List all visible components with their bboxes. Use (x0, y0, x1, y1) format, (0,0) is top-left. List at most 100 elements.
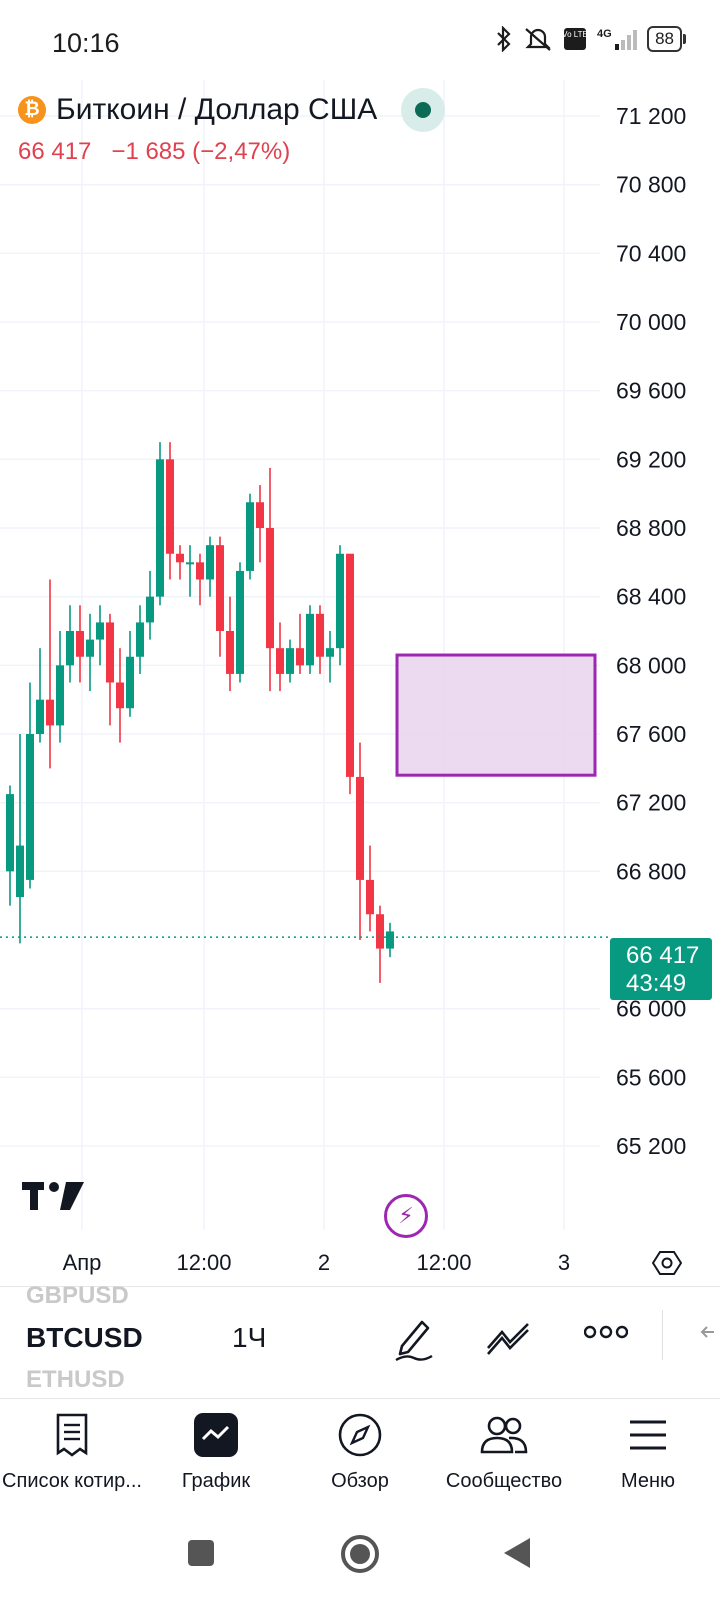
candle-body (186, 562, 194, 565)
interval-button[interactable]: 1Ч (232, 1322, 267, 1353)
flash-icon[interactable]: ⚡ (384, 1194, 428, 1238)
candle-body (336, 553, 344, 649)
tab-menu[interactable]: Меню (576, 1410, 720, 1493)
chart-settings-icon[interactable] (652, 1248, 682, 1278)
price-label: 68 800 (616, 515, 686, 541)
price-label: 68 000 (616, 652, 686, 678)
watchlist-icon (56, 1413, 88, 1457)
toolbar-divider (662, 1310, 663, 1360)
back-icon[interactable] (502, 1536, 532, 1570)
tab-overview[interactable]: Обзор (288, 1410, 432, 1493)
candle-body (66, 631, 74, 666)
tab-label: Обзор (331, 1470, 389, 1492)
prev-symbol[interactable]: GBPUSD (26, 1286, 129, 1309)
more-options-icon[interactable] (584, 1322, 628, 1342)
price-label: 70 000 (616, 309, 686, 335)
tab-label: Сообщество (445, 1470, 563, 1492)
candle-body (196, 562, 204, 580)
candle-body (256, 502, 264, 528)
bluetooth-icon (497, 26, 511, 52)
candle-body (226, 631, 234, 674)
candle-body (286, 648, 294, 674)
signal-icon: 4G (597, 28, 638, 50)
candle-body (366, 879, 374, 915)
candle-body (96, 622, 104, 640)
tab-label: Список котир... (2, 1470, 142, 1492)
tab-watchlist[interactable]: Список котир... (0, 1410, 144, 1493)
candle-countdown: 43:49 (626, 970, 687, 997)
price-label: 66 800 (616, 858, 686, 884)
recents-icon[interactable] (186, 1538, 216, 1568)
tradingview-logo-icon[interactable] (22, 1180, 86, 1212)
bottom-tab-bar: Список котир... График Обзор Сообщество … (0, 1398, 720, 1510)
change-pct: (−2,47%) (192, 138, 291, 165)
battery-indicator: 88 (647, 26, 686, 52)
candle-body (146, 596, 154, 623)
time-label: 3 (557, 1250, 571, 1275)
indicators-icon[interactable] (484, 1314, 532, 1362)
mute-bell-icon (525, 28, 551, 51)
status-icons: Vo LTE 4G 88 (495, 26, 686, 52)
menu-icon (630, 1420, 666, 1450)
candle-body (76, 631, 84, 657)
symbol-button[interactable]: BTCUSD (26, 1322, 143, 1353)
price-change: 66 417 −1 685 (−2,47%) (18, 138, 290, 166)
candle-body (16, 845, 24, 898)
chart-icon (194, 1413, 238, 1457)
last-price: 66 417 (18, 138, 92, 165)
price-label: 67 600 (616, 721, 686, 747)
status-time: 10:16 (52, 28, 120, 58)
price-label: 69 600 (616, 378, 686, 404)
candle-body (246, 502, 254, 571)
candle-body (26, 734, 34, 880)
price-label: 67 200 (616, 790, 686, 816)
price-label: 66 000 (616, 996, 686, 1022)
tab-community[interactable]: Сообщество (432, 1410, 576, 1493)
candle-body (166, 459, 174, 554)
symbol-title: Биткоин / Доллар США (56, 93, 378, 126)
home-icon[interactable] (340, 1534, 380, 1574)
candle-body (156, 459, 164, 597)
candle-body (306, 613, 314, 666)
system-nav-bar (0, 1510, 720, 1600)
price-label: 65 600 (616, 1064, 686, 1090)
candle-body (126, 656, 134, 709)
candlestick-chart[interactable]: 71 200 70 800 70 400 70 000 69 600 69 200 68 8… (0, 80, 720, 1230)
candle-body (46, 699, 54, 726)
candle-body (386, 931, 394, 949)
symbol-header[interactable]: ₿ Биткоин / Доллар США (18, 88, 446, 132)
candle-body (266, 528, 274, 649)
price-label: 68 400 (616, 584, 686, 610)
candle-body (206, 545, 214, 580)
price-label: 70 800 (616, 172, 686, 198)
status-bar: 10:16 Vo LTE 4G 88 (0, 0, 720, 80)
time-label: 12:00 (176, 1250, 232, 1275)
candle-body (106, 622, 114, 683)
price-label: 65 200 (616, 1133, 686, 1159)
drawing-tools-icon[interactable] (392, 1314, 436, 1362)
tab-label: Меню (620, 1470, 676, 1492)
time-label: 12:00 (416, 1250, 472, 1275)
svg-text:4G: 4G (597, 28, 612, 40)
candle-body (136, 622, 144, 657)
candle-body (176, 553, 184, 563)
tab-label: График (181, 1470, 251, 1492)
price-label: 69 200 (616, 446, 686, 472)
market-status-icon[interactable] (401, 88, 446, 132)
change-abs: −1 685 (111, 138, 186, 165)
time-axis[interactable]: Апр 12:00 2 12:00 3 (0, 1230, 720, 1287)
next-symbol[interactable]: ETHUSD (26, 1366, 125, 1393)
candle-body (116, 682, 124, 709)
community-icon (480, 1416, 528, 1454)
tab-chart[interactable]: График (144, 1410, 288, 1493)
bitcoin-icon: ₿ (18, 96, 46, 124)
candle-body (346, 553, 354, 777)
arrow-left-icon[interactable] (700, 1322, 716, 1342)
candle-body (296, 648, 304, 666)
price-label: 70 400 (616, 240, 686, 266)
chart-toolbar: GBPUSD BTCUSD ETHUSD 1Ч (0, 1286, 720, 1399)
compass-icon (338, 1413, 382, 1457)
candle-body (316, 613, 324, 657)
candle-body (376, 914, 384, 949)
candle-body (36, 699, 44, 734)
